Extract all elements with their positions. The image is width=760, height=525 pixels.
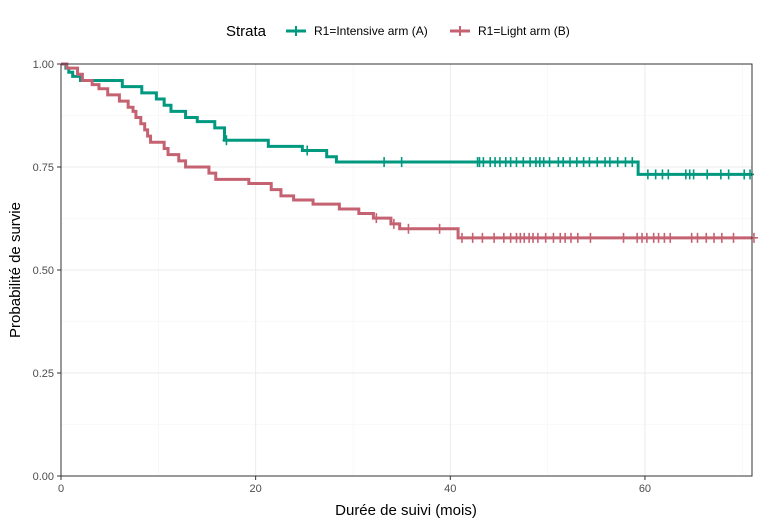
x-tick-label: 0 <box>58 483 64 495</box>
axis-ticks: 0 20 40 60 0.00 0.25 0.50 0.75 1.00 <box>33 59 651 495</box>
series-layer <box>61 62 758 243</box>
legend-entry-intensive: R1=Intensive arm (A) <box>314 24 428 38</box>
survival-curve-0 <box>61 62 752 176</box>
x-tick-label: 40 <box>444 483 456 495</box>
legend-title: Strata <box>226 23 267 40</box>
legend-key-intensive <box>286 26 306 36</box>
x-axis-title: Durée de suivi (mois) <box>335 502 477 519</box>
survival-curve-1 <box>61 62 752 240</box>
legend-key-light <box>450 26 470 36</box>
x-tick-label: 60 <box>639 483 651 495</box>
y-tick-label: 0.75 <box>33 162 54 174</box>
y-tick-label: 0.00 <box>33 471 54 483</box>
y-tick-label: 0.50 <box>33 265 54 277</box>
y-tick-label: 0.25 <box>33 368 54 380</box>
x-tick-label: 20 <box>250 483 262 495</box>
y-axis-title: Probabilité de survie <box>7 202 24 338</box>
legend-entry-light: R1=Light arm (B) <box>478 24 570 38</box>
y-tick-label: 1.00 <box>33 59 54 71</box>
legend: Strata R1=Intensive arm (A) R1=Light arm… <box>226 23 570 40</box>
